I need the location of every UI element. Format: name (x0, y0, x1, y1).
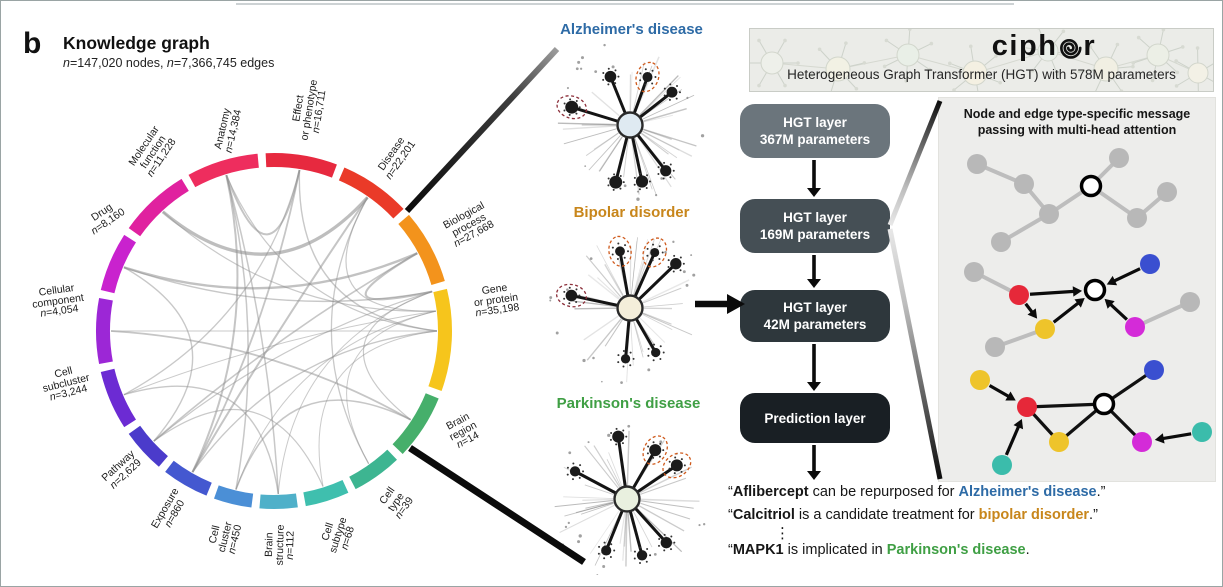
subgraph-title-alzheimers: Alzheimer's disease (560, 21, 703, 38)
ellipsis: ⋮ (775, 525, 790, 542)
ring-label-brain_region: Brain region n=14 (444, 410, 482, 452)
ring-label-pathway: Pathway n=2,629 (99, 448, 144, 492)
hgt-layer-3-label: HGT layer (783, 300, 847, 315)
ring-label-anatomy: Anatomy n=14,384 (211, 107, 244, 155)
prediction-sentence-3: “MAPK1 is implicated in Parkinson's dise… (728, 542, 1030, 558)
prediction-layer-label: Prediction layer (764, 410, 866, 426)
ring-label-disease: Disease n=22,201 (375, 135, 418, 182)
hgt-layer-3-params: 42M parameters (763, 317, 867, 332)
hgt-layer-1-label: HGT layer (783, 115, 847, 130)
cipher-logo: ciph r (992, 30, 1096, 63)
cipher-banner: ciph r Heterogeneous Graph Transformer (… (749, 28, 1214, 92)
ring-label-cell_cluster: Cell cluster n=450 (206, 520, 244, 556)
cipher-logo-text-right: r (1083, 30, 1097, 62)
hgt-layer-2-label: HGT layer (783, 210, 847, 225)
subgraph-alzheimers: Alzheimer's disease (534, 21, 729, 201)
hgt-layer-2-box: HGT layer 169M parameters (740, 199, 890, 253)
hgt-layer-2-params: 169M parameters (759, 227, 871, 242)
network-thumbnail-parkinsons (554, 424, 706, 575)
ring-label-drug: Drug n=8,160 (88, 201, 127, 237)
network-thumbnail-alzheimers (556, 43, 705, 201)
chord-labels: Effect or phenotype n=16,711 Disease n=22,20… (1, 71, 551, 586)
panel-letter: b (23, 27, 42, 60)
subgraph-title-parkinsons: Parkinson's disease (556, 395, 701, 412)
subgraph-title-bipolar: Bipolar disorder (573, 204, 690, 221)
ring-label-effect_or_phenotype: Effect or phenotype n=16,711 (290, 78, 329, 141)
spiral-e-icon (1059, 39, 1082, 59)
knowledge-graph-header: Knowledge graph n=147,020 nodes, n=7,366… (63, 33, 274, 70)
message-passing-networks (964, 148, 1212, 475)
knowledge-graph-title: Knowledge graph (63, 33, 210, 53)
cipher-logo-text-left: ciph (991, 30, 1058, 62)
top-divider-line (236, 3, 1014, 5)
ring-label-brain_structure: Brain structure n=112 (262, 524, 297, 566)
message-passing-title: Node and edge type-specific message pass… (963, 107, 1191, 137)
subgraph-parkinsons: Parkinson's disease (531, 395, 726, 575)
chord-diagram-svg (96, 153, 452, 509)
network-thumbnail-bipolar (549, 235, 696, 384)
ring-label-gene_or_protein: Gene or protein n=35,198 (472, 281, 520, 319)
hgt-layer-1-box: HGT layer 367M parameters (740, 104, 890, 158)
banner-network-motif (750, 29, 1213, 91)
banner-subtitle: Heterogeneous Graph Transformer (HGT) wi… (787, 67, 1176, 82)
ring-label-molecular_function: Molecular function n=11,228 (126, 123, 179, 179)
ring-label-cell_subcluster: Cell subcluster n=3,244 (41, 364, 91, 404)
prediction-sentence-1: “Aflibercept can be repurposed for Alzhe… (728, 484, 1106, 500)
chord-diagram: Effect or phenotype n=16,711 Disease n=22,20… (1, 71, 551, 586)
hgt-layer-3-box: HGT layer 42M parameters (740, 290, 890, 342)
prediction-sentence-2: “Calcitriol is a candidate treatment for… (728, 507, 1098, 523)
hgt-layer-1-params: 367M parameters (759, 132, 871, 147)
ring-label-biological_process: Biological process n=27,668 (441, 199, 497, 250)
prediction-layer-box: Prediction layer (740, 393, 890, 443)
ring-label-cell_type: Cell type n=39 (377, 484, 417, 522)
subgraph-bipolar: Bipolar disorder (534, 204, 729, 384)
prediction-sentences: “Aflibercept can be repurposed for Alzhe… (728, 484, 1220, 565)
ring-label-cell_subtype: Cell subtype n=68 (319, 515, 358, 555)
message-passing-panel: Node and edge type-specific message pass… (938, 97, 1216, 482)
ring-label-cellular_component: Cellular component n=4,054 (31, 281, 85, 320)
knowledge-graph-subtitle: n=147,020 nodes, n=7,366,745 edges (63, 56, 275, 70)
ring-label-exposure: Exposure n=860 (148, 486, 187, 531)
